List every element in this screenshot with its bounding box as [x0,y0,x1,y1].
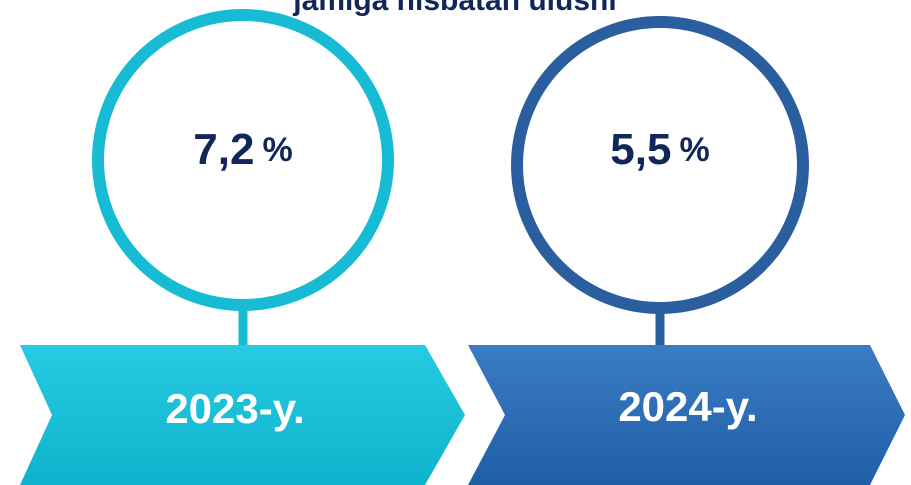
value-unit: % [679,131,709,169]
value: 5,5% [610,125,709,174]
value-number: 5,5 [610,125,671,174]
value-number: 7,2 [193,125,254,174]
circle [511,16,809,314]
circle [92,9,394,311]
year-label: 2023-y. [165,385,304,432]
title: jamiga nisbatan ulushi [292,0,616,17]
year-label: 2024-y. [618,383,757,430]
arrow [20,345,465,485]
value-unit: % [262,131,292,169]
value: 7,2% [193,125,292,174]
arrow [468,345,905,485]
